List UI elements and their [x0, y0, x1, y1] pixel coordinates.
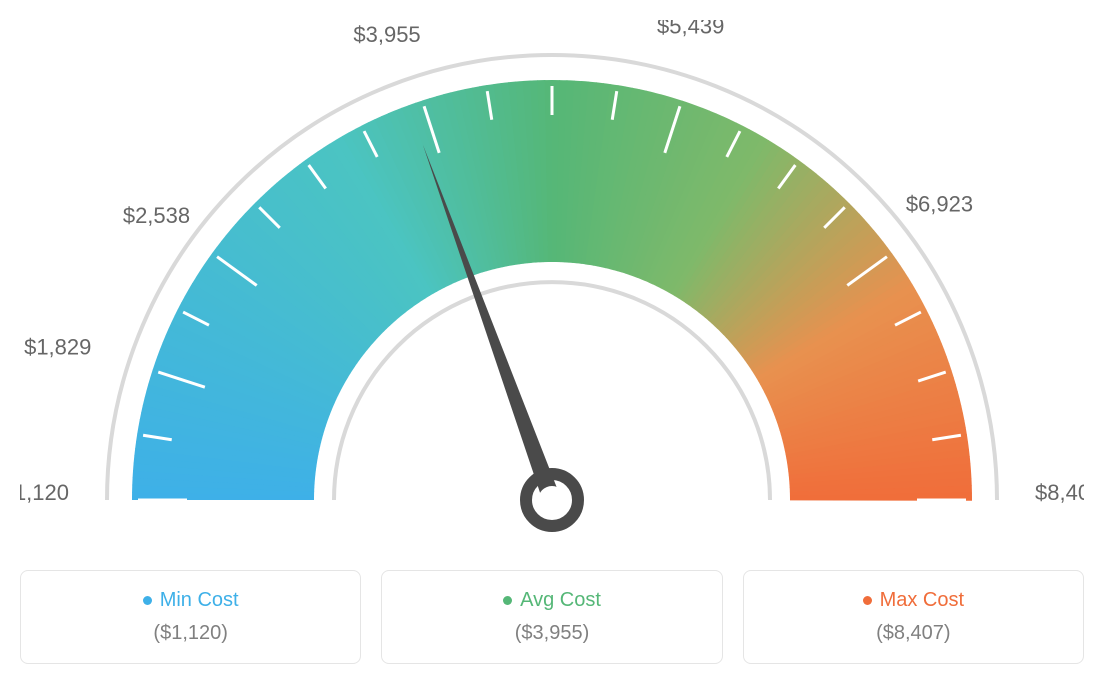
legend-value-max: ($8,407) — [754, 622, 1073, 645]
tick-label: $3,955 — [353, 22, 420, 47]
legend-dot-min — [143, 596, 152, 605]
legend-card-min: Min Cost ($1,120) — [20, 570, 361, 664]
gauge-color-arc — [132, 80, 972, 501]
tick-label: $8,407 — [1035, 480, 1084, 505]
legend-value-min: ($1,120) — [31, 622, 350, 645]
legend-title-max: Max Cost — [754, 589, 1073, 612]
legend-dot-avg — [503, 596, 512, 605]
legend-label-max: Max Cost — [880, 589, 964, 611]
legend-card-avg: Avg Cost ($3,955) — [381, 570, 722, 664]
tick-label: $6,923 — [906, 192, 973, 217]
legend-title-avg: Avg Cost — [392, 589, 711, 612]
tick-label: $1,120 — [20, 480, 69, 505]
tick-label: $2,538 — [123, 203, 190, 228]
legend-value-avg: ($3,955) — [392, 622, 711, 645]
legend-dot-max — [863, 596, 872, 605]
legend-card-max: Max Cost ($8,407) — [743, 570, 1084, 664]
legend-label-min: Min Cost — [160, 589, 239, 611]
tick-label: $5,439 — [657, 20, 724, 38]
tick-label: $1,829 — [24, 335, 91, 360]
legend-row: Min Cost ($1,120) Avg Cost ($3,955) Max … — [20, 570, 1084, 664]
legend-title-min: Min Cost — [31, 589, 350, 612]
legend-label-avg: Avg Cost — [520, 589, 601, 611]
gauge-hub-inner — [538, 486, 566, 514]
gauge-svg: $1,120 $1,829 $2,538 $3,955 $5,439 $6,923 $8,4… — [20, 20, 1084, 560]
cost-gauge-chart: $1,120 $1,829 $2,538 $3,955 $5,439 $6,923 $8,4… — [20, 20, 1084, 560]
